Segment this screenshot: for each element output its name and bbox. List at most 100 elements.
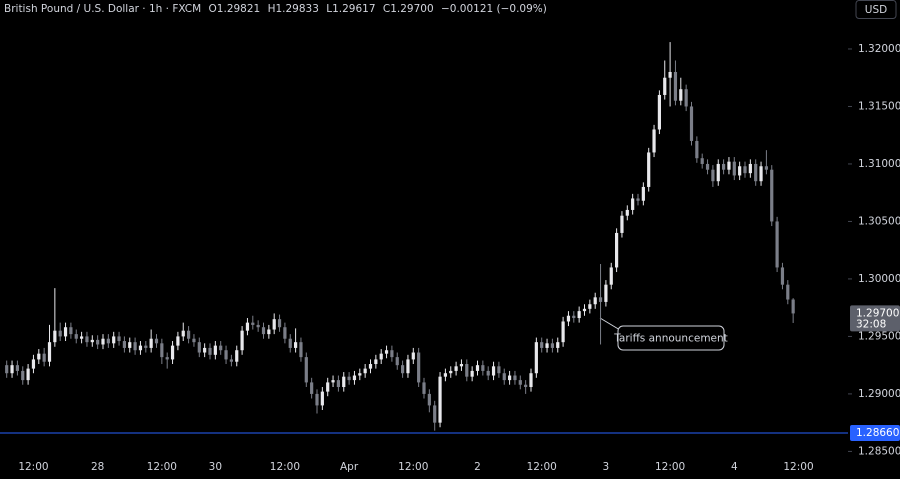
candle-body <box>604 284 608 302</box>
currency[interactable]: USD <box>865 4 887 16</box>
candle-body <box>684 89 688 107</box>
ohlc-key: C <box>383 3 390 15</box>
candle-body <box>700 158 704 164</box>
candle-body <box>513 375 517 381</box>
candle-body <box>545 343 549 348</box>
ohlc-value: 1.29617 <box>332 3 375 15</box>
candle-body <box>550 343 554 348</box>
candle-body <box>433 405 437 423</box>
ohlc-value: 1.29700 <box>390 3 433 15</box>
candle-body <box>26 368 30 381</box>
candle-body <box>465 364 469 377</box>
candle-body <box>299 342 303 358</box>
candle-body <box>411 352 415 360</box>
candle-body <box>486 370 490 376</box>
candle-body <box>310 382 314 394</box>
y-tick-label: 1.30000 <box>858 273 900 285</box>
candle-body <box>112 336 116 344</box>
candle-body <box>722 163 726 170</box>
candle-body <box>5 365 9 374</box>
candle-body <box>743 166 747 174</box>
candle-body <box>336 380 340 388</box>
candle-body <box>540 342 544 348</box>
candle-body <box>679 89 683 101</box>
candle-body <box>738 166 742 176</box>
candle-body <box>229 359 233 362</box>
candle-body <box>37 353 41 360</box>
y-tick-label: 1.29000 <box>858 388 900 400</box>
x-tick-label: 12:00 <box>527 461 557 473</box>
candle-body <box>251 322 255 325</box>
candle-body <box>395 357 399 366</box>
candle-body <box>331 380 335 383</box>
candle-body <box>85 336 89 343</box>
x-tick-label: 2 <box>474 461 481 473</box>
candle-body <box>261 327 266 335</box>
candle-body <box>754 163 758 182</box>
candle-body <box>422 382 426 394</box>
x-tick-label: 3 <box>603 461 610 473</box>
x-tick-label: 12:00 <box>147 461 177 473</box>
candle-body <box>427 393 431 406</box>
x-tick-label: 4 <box>731 461 738 473</box>
candle-body <box>106 338 110 344</box>
candle-body <box>609 267 613 285</box>
candle-body <box>529 373 533 388</box>
candle-body <box>187 330 191 339</box>
candle-body <box>272 319 276 330</box>
candle-body <box>732 161 736 176</box>
candle-body <box>53 330 57 343</box>
candle-body <box>593 297 597 305</box>
candle-body <box>481 365 485 371</box>
candle-body <box>379 353 383 360</box>
candle-body <box>615 232 619 268</box>
candle-body <box>775 221 779 268</box>
candle-body <box>716 163 720 182</box>
candle-body <box>224 350 228 360</box>
candle-body <box>727 161 731 170</box>
candle-body <box>668 71 672 78</box>
candle-body <box>582 308 587 312</box>
candle-body <box>74 334 78 339</box>
x-tick-label: 12:00 <box>270 461 300 473</box>
ohlc-key: H <box>268 3 276 15</box>
candle-body <box>80 336 84 339</box>
x-tick-label: 12:00 <box>783 461 813 473</box>
candle-body <box>556 342 560 348</box>
candle-body <box>786 284 790 300</box>
candle-body <box>459 364 464 367</box>
candle-body <box>90 339 94 343</box>
candle-body <box>154 338 159 344</box>
candle-body <box>770 169 774 222</box>
header: British Pound / U.S. Dollar · 1h · FXCM … <box>4 3 547 15</box>
candle-body <box>368 364 373 369</box>
y-tick-label: 1.29500 <box>858 330 900 342</box>
y-tick-label: 1.28500 <box>858 445 900 457</box>
candle-body <box>267 329 271 335</box>
candle-body <box>58 330 62 337</box>
candle-body <box>181 330 185 337</box>
candle-body <box>10 365 14 374</box>
candle-body <box>42 353 46 362</box>
candle-body <box>326 382 330 392</box>
y-tick-label: 1.31500 <box>858 100 900 112</box>
currency-button[interactable] <box>855 0 897 19</box>
candle-body <box>320 391 324 406</box>
x-tick-label: 28 <box>91 461 104 473</box>
candle-body <box>192 338 196 343</box>
ohlc-value: 1.29821 <box>217 3 260 15</box>
candle-body <box>406 359 410 374</box>
candle-body <box>641 186 645 201</box>
price-line-label: 1.28660 <box>856 427 899 439</box>
candle-body <box>470 370 474 377</box>
candle-body <box>374 359 378 365</box>
candle-body <box>673 71 678 101</box>
annotation: Tariffs announcement <box>613 333 728 345</box>
candle-body <box>96 339 100 345</box>
candle-body <box>384 350 389 354</box>
candle-body <box>21 370 25 381</box>
candle-body <box>491 366 496 376</box>
candle-body <box>631 198 635 210</box>
